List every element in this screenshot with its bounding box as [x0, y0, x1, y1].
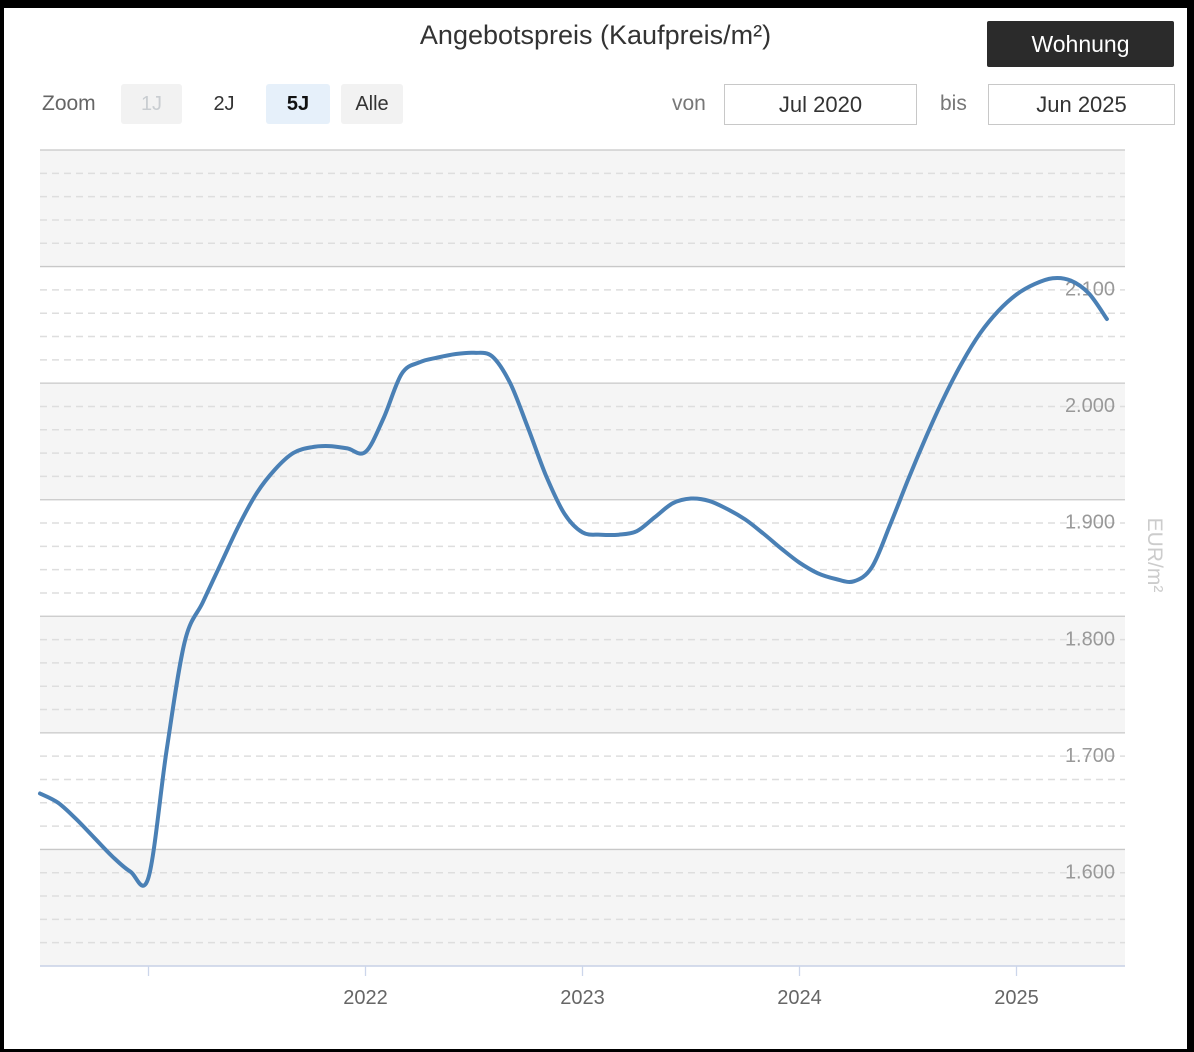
x-axis-label: 2024: [777, 987, 822, 1009]
category-button-wohnung[interactable]: Wohnung: [987, 21, 1174, 67]
alternate-band: [40, 383, 1125, 500]
zoom-label: Zoom: [42, 92, 96, 115]
date-to-input[interactable]: [988, 84, 1175, 125]
y-axis-bands: [40, 150, 1125, 966]
page-title: Angebotspreis (Kaufpreis/m²): [419, 20, 772, 50]
date-from-input[interactable]: [724, 84, 917, 125]
date-to-label: bis: [940, 92, 967, 115]
y-axis-label: 2.000: [1065, 395, 1115, 417]
zoom-button-5j[interactable]: 5J: [266, 84, 330, 124]
zoom-button-2j[interactable]: 2J: [196, 84, 252, 124]
alternate-band: [40, 849, 1125, 966]
y-axis-label: 1.700: [1065, 745, 1115, 767]
price-chart: 2.1002.0001.9001.8001.7001.600EUR/m²2022…: [38, 149, 1166, 1009]
y-axis-label: 1.800: [1065, 628, 1115, 650]
y-axis-label: 1.600: [1065, 861, 1115, 883]
price-chart-panel: Angebotspreis (Kaufpreis/m²) Wohnung Zoo…: [4, 8, 1187, 1049]
zoom-button-1j[interactable]: 1J: [121, 84, 182, 124]
y-axis-label: 1.900: [1065, 512, 1115, 534]
x-axis-label: 2025: [994, 987, 1039, 1009]
x-axis: 2022 2023 2024 2025: [40, 965, 1125, 1009]
price-line-series: [38, 275, 1109, 888]
y-axis-title: EUR/m²: [1143, 518, 1166, 593]
alternate-band: [40, 616, 1125, 733]
date-from-label: von: [672, 92, 706, 115]
x-axis-label: 2023: [560, 987, 605, 1009]
x-axis-label: 2022: [343, 987, 388, 1009]
alternate-band: [40, 150, 1125, 267]
major-gridlines: [40, 149, 1125, 967]
zoom-button-alle[interactable]: Alle: [341, 84, 403, 124]
minor-gridlines: [40, 172, 1125, 944]
